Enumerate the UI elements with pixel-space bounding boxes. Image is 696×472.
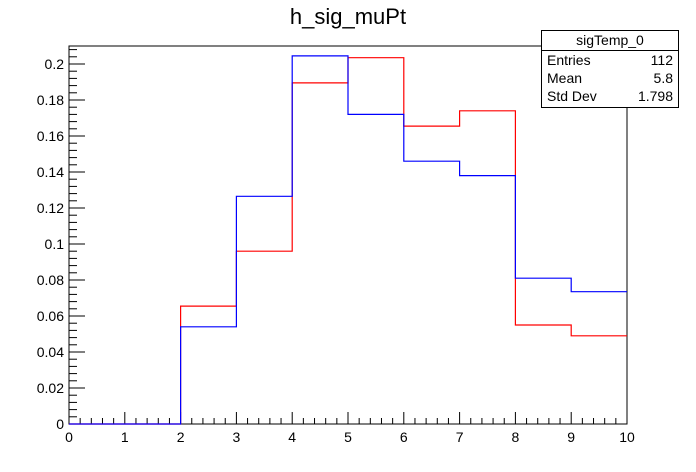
y-tick-label: 0.1 (45, 236, 65, 252)
y-tick-label: 0.14 (37, 164, 64, 180)
x-tick-label: 5 (344, 429, 352, 445)
stats-value: 112 (650, 52, 673, 68)
stats-label: Mean (547, 70, 583, 86)
stats-value: 5.8 (653, 70, 673, 86)
y-tick-label: 0.02 (37, 380, 64, 396)
stats-title: sigTemp_0 (542, 31, 678, 51)
chart-title: h_sig_muPt (289, 4, 407, 29)
stats-row-mean: Mean 5.8 (542, 69, 678, 87)
y-tick-label: 0 (56, 416, 64, 432)
y-tick-label: 0.16 (37, 128, 64, 144)
y-tick-label: 0.06 (37, 308, 64, 324)
x-tick-label: 3 (233, 429, 241, 445)
stats-box: sigTemp_0 Entries 112 Mean 5.8 Std Dev 1… (541, 30, 679, 108)
x-tick-label: 8 (512, 429, 520, 445)
x-tick-label: 1 (121, 429, 129, 445)
y-tick-label: 0.04 (37, 344, 64, 360)
stats-row-std-dev: Std Dev 1.798 (542, 87, 678, 105)
y-tick-label: 0.12 (37, 200, 64, 216)
y-tick-label: 0.2 (45, 56, 65, 72)
y-tick-label: 0.08 (37, 272, 64, 288)
x-tick-label: 4 (288, 429, 296, 445)
x-tick-label: 7 (456, 429, 464, 445)
stats-value: 1.798 (637, 88, 673, 104)
x-tick-label: 2 (177, 429, 185, 445)
x-tick-label: 0 (65, 429, 73, 445)
stats-label: Std Dev (547, 88, 597, 104)
x-tick-label: 9 (567, 429, 575, 445)
stats-label: Entries (547, 52, 591, 68)
y-tick-label: 0.18 (37, 92, 64, 108)
x-tick-label: 10 (619, 429, 635, 445)
stats-row-entries: Entries 112 (542, 51, 678, 69)
x-tick-label: 6 (400, 429, 408, 445)
histogram-series-2 (69, 55, 627, 425)
